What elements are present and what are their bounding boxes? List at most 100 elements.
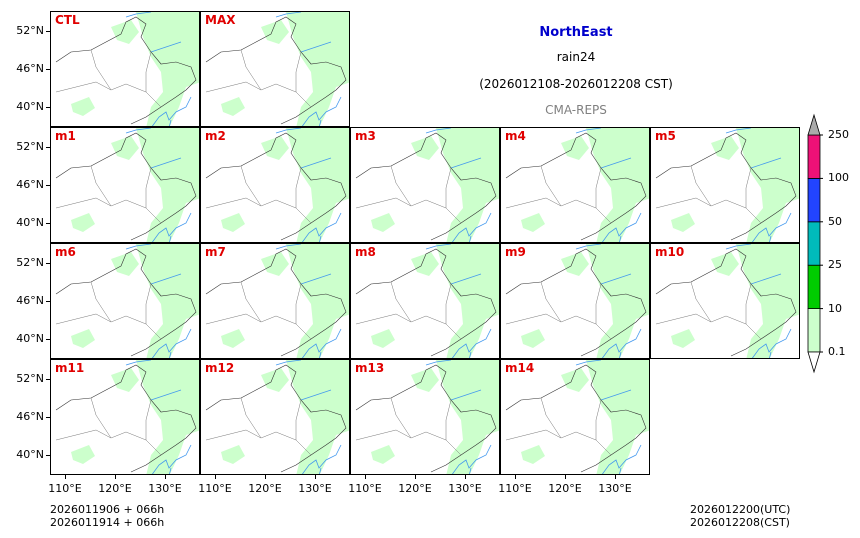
- map-line: [540, 165, 562, 207]
- precip-area: [136, 360, 199, 474]
- colorbar-level-label: 250: [828, 128, 849, 141]
- map-line: [575, 360, 632, 474]
- map-line: [540, 281, 562, 323]
- map-drawing: [355, 128, 499, 242]
- footer-right-line1: 2026012200(UTC): [690, 503, 791, 516]
- lat-tick: [46, 107, 50, 108]
- map-line: [145, 51, 152, 92]
- precip-area: [561, 368, 589, 392]
- precip-area: [71, 445, 95, 464]
- lon-tick: [365, 475, 366, 479]
- map-line: [451, 444, 492, 474]
- map-line: [90, 397, 112, 439]
- map-line: [390, 397, 412, 439]
- lat-tick: [46, 379, 50, 380]
- colorbar-segment: [807, 264, 821, 310]
- colorbar-extend-min: [807, 351, 821, 374]
- map-line: [125, 12, 182, 126]
- precip-area: [261, 136, 289, 160]
- panel-label: m14: [505, 361, 535, 375]
- precip-area: [449, 360, 463, 372]
- precip-area: [599, 360, 613, 372]
- precip-area: [411, 136, 439, 160]
- precip-area: [286, 12, 349, 126]
- precip-area: [261, 20, 289, 44]
- map-line: [690, 281, 712, 323]
- lat-tick: [46, 69, 50, 70]
- panel-label: m11: [55, 361, 85, 375]
- precip-area: [149, 244, 163, 256]
- map-line: [240, 165, 262, 207]
- map-line: [745, 167, 752, 208]
- precip-area: [71, 97, 95, 116]
- lon-tick-label: 120°E: [548, 482, 582, 495]
- map-line: [125, 128, 182, 242]
- map-line: [390, 165, 412, 207]
- map-drawing: [355, 360, 499, 474]
- lon-tick-label: 110°E: [348, 482, 382, 495]
- panel-label: m3: [355, 129, 376, 143]
- panel-label: m8: [355, 245, 376, 259]
- precip-area: [449, 244, 463, 256]
- precip-area: [449, 128, 463, 140]
- lat-tick: [46, 223, 50, 224]
- lon-tick-label: 120°E: [398, 482, 432, 495]
- precip-area: [149, 12, 163, 24]
- precip-area: [521, 213, 545, 232]
- source-title: CMA-REPS: [545, 103, 607, 117]
- footer-left: 2026011906 + 066h 2026011914 + 066h: [50, 503, 164, 529]
- lat-tick-label: 40°N: [16, 100, 44, 113]
- precip-area: [599, 128, 613, 140]
- map-line: [390, 281, 412, 323]
- lon-tick: [565, 475, 566, 479]
- precip-area: [299, 128, 313, 140]
- colorbar-segment: [807, 221, 821, 266]
- map-panel-m9: m9: [500, 243, 650, 359]
- map-line: [295, 51, 302, 92]
- precip-area: [436, 360, 499, 474]
- precip-area: [111, 252, 139, 276]
- map-line: [125, 244, 182, 358]
- map-line: [301, 212, 342, 242]
- lat-tick: [46, 263, 50, 264]
- map-line: [90, 165, 112, 207]
- map-line: [601, 328, 642, 358]
- precip-area: [261, 252, 289, 276]
- map-line: [575, 128, 632, 242]
- map-line: [151, 212, 192, 242]
- colorbar-segment: [807, 177, 821, 223]
- colorbar-level-label: 0.1: [828, 345, 846, 358]
- precip-area: [261, 368, 289, 392]
- panel-label: CTL: [55, 13, 80, 27]
- map-line: [151, 444, 192, 474]
- variable-title: rain24: [556, 50, 596, 64]
- map-line: [445, 399, 452, 440]
- map-line: [275, 244, 332, 358]
- map-drawing: [205, 244, 349, 358]
- precip-area: [111, 20, 139, 44]
- map-line: [751, 328, 792, 358]
- lon-tick-label: 120°E: [248, 482, 282, 495]
- map-line: [445, 283, 452, 324]
- map-panel-m1: m1: [50, 127, 200, 243]
- lon-tick-label: 130°E: [298, 482, 332, 495]
- lat-tick-label: 52°N: [16, 372, 44, 385]
- map-panel-ctl: CTL: [50, 11, 200, 127]
- lat-tick-label: 46°N: [16, 62, 44, 75]
- map-panel-m3: m3: [350, 127, 500, 243]
- map-line: [125, 360, 182, 474]
- precip-area: [371, 329, 395, 348]
- precip-area: [71, 329, 95, 348]
- lon-tick-label: 130°E: [598, 482, 632, 495]
- lon-tick: [165, 475, 166, 479]
- lon-tick: [465, 475, 466, 479]
- lat-tick-label: 46°N: [16, 410, 44, 423]
- map-line: [725, 244, 782, 358]
- precip-area: [521, 329, 545, 348]
- panel-label: m1: [55, 129, 76, 143]
- map-drawing: [205, 12, 349, 126]
- lon-tick-label: 130°E: [148, 482, 182, 495]
- panel-label: m7: [205, 245, 226, 259]
- map-line: [595, 167, 602, 208]
